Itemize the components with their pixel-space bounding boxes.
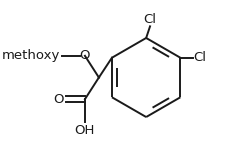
Text: O: O (80, 49, 90, 62)
Text: methoxy: methoxy (2, 49, 60, 62)
Text: O: O (53, 93, 64, 106)
Text: OH: OH (75, 124, 95, 137)
Text: Cl: Cl (193, 51, 207, 64)
Text: Cl: Cl (144, 13, 157, 26)
